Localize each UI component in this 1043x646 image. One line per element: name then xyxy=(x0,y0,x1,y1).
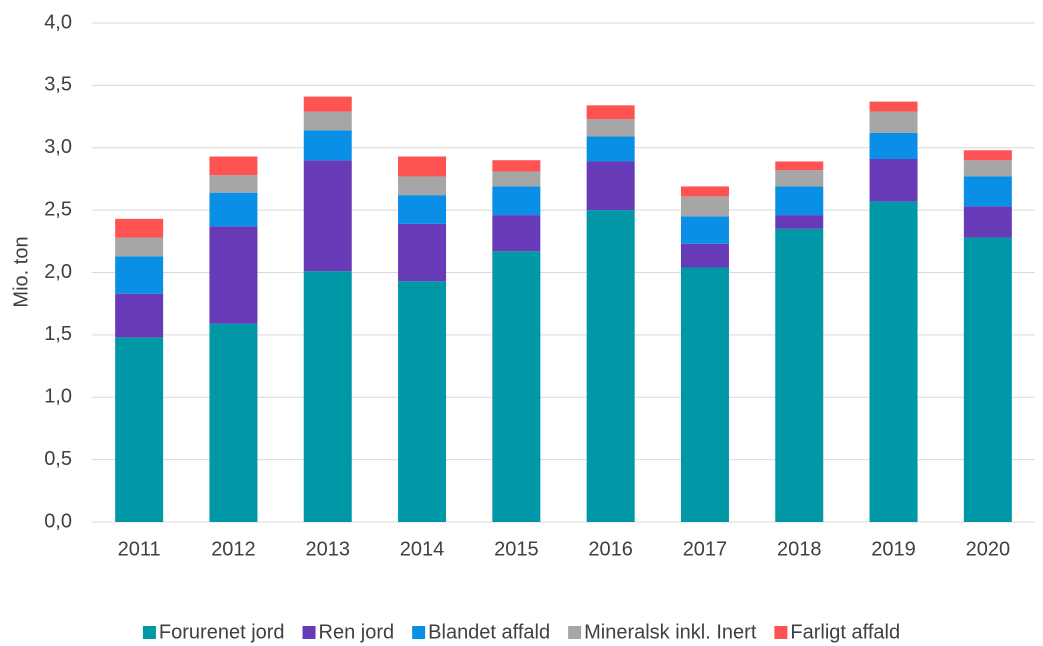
bar-segment xyxy=(209,175,258,193)
bar-segment xyxy=(963,237,1012,522)
legend-label: Blandet affald xyxy=(428,621,550,643)
bar-segment xyxy=(303,96,352,112)
bar-segment xyxy=(492,171,541,187)
bar-segment xyxy=(115,218,164,238)
bar-segment xyxy=(303,111,352,131)
bar-segment xyxy=(303,271,352,522)
bar-segment xyxy=(115,337,164,522)
legend-label: Ren jord xyxy=(319,621,395,643)
bar-segment xyxy=(209,226,258,324)
bar-segment xyxy=(115,237,164,257)
y-tick-label: 2,5 xyxy=(44,198,72,220)
y-axis-label: Mio. ton xyxy=(10,236,32,307)
bar-segment xyxy=(869,158,918,202)
bar-segment xyxy=(869,201,918,522)
bar-segment xyxy=(680,186,729,197)
y-tick-label: 3,0 xyxy=(44,136,72,158)
bar-segment xyxy=(775,170,824,187)
bar-segment xyxy=(115,293,164,338)
y-tick-label: 0,5 xyxy=(44,448,72,470)
x-tick-label: 2018 xyxy=(777,538,822,560)
bar-segment xyxy=(398,176,447,196)
bar-segment xyxy=(680,216,729,244)
bar-segment xyxy=(398,195,447,224)
bar-segment xyxy=(492,215,541,252)
x-tick-label: 2013 xyxy=(306,538,351,560)
x-tick-label: 2011 xyxy=(118,538,161,560)
legend-swatch xyxy=(568,626,582,639)
bar-segment xyxy=(398,281,447,522)
bar-segment xyxy=(303,160,352,272)
bar-segment xyxy=(775,186,824,216)
y-tick-label: 1,0 xyxy=(44,386,72,408)
bar-segment xyxy=(869,111,918,133)
legend-label: Forurenet jord xyxy=(159,621,285,643)
bar-segment xyxy=(586,105,635,120)
legend-label: Farligt affald xyxy=(790,621,900,643)
bar-segment xyxy=(303,130,352,161)
bar-segment xyxy=(586,136,635,162)
bar-segment xyxy=(963,150,1012,161)
bar-segment xyxy=(398,156,447,177)
bar-segment xyxy=(680,243,729,268)
bar-segment xyxy=(115,256,164,294)
bar-segment xyxy=(209,156,258,176)
x-tick-label: 2014 xyxy=(400,538,445,560)
x-tick-label: 2017 xyxy=(683,538,728,560)
bar-segment xyxy=(680,267,729,522)
y-tick-label: 2,0 xyxy=(44,261,72,283)
legend-swatch xyxy=(142,626,156,639)
x-tick-label: 2012 xyxy=(211,538,256,560)
y-tick-label: 3,5 xyxy=(44,74,72,96)
bar-segment xyxy=(398,223,447,282)
bar-segment xyxy=(963,160,1012,177)
bar-segment xyxy=(775,161,824,171)
legend-swatch xyxy=(774,626,788,639)
x-tick-label: 2016 xyxy=(588,538,633,560)
y-tick-label: 4,0 xyxy=(44,11,72,33)
legend-swatch xyxy=(302,626,316,639)
bar-segment xyxy=(209,323,258,522)
bar-segment xyxy=(963,206,1012,238)
legend-swatch xyxy=(412,626,426,639)
bar-segment xyxy=(775,215,824,229)
bar-segment xyxy=(680,196,729,217)
x-tick-label: 2020 xyxy=(966,538,1011,560)
bar-segment xyxy=(586,210,635,522)
bar-segment xyxy=(492,186,541,216)
bar-segment xyxy=(775,228,824,522)
legend-label: Mineralsk inkl. Inert xyxy=(584,621,757,643)
y-tick-label: 0,0 xyxy=(44,510,72,532)
bar-segment xyxy=(492,160,541,172)
x-tick-label: 2015 xyxy=(494,538,539,560)
bar-segment xyxy=(492,251,541,523)
bar-segment xyxy=(963,176,1012,207)
x-tick-label: 2019 xyxy=(871,538,916,560)
bar-segment xyxy=(586,161,635,211)
bar-segment xyxy=(209,192,258,227)
bar-segment xyxy=(586,119,635,137)
y-tick-label: 1,5 xyxy=(44,323,72,345)
bar-segment xyxy=(869,101,918,112)
bar-segment xyxy=(869,132,918,159)
